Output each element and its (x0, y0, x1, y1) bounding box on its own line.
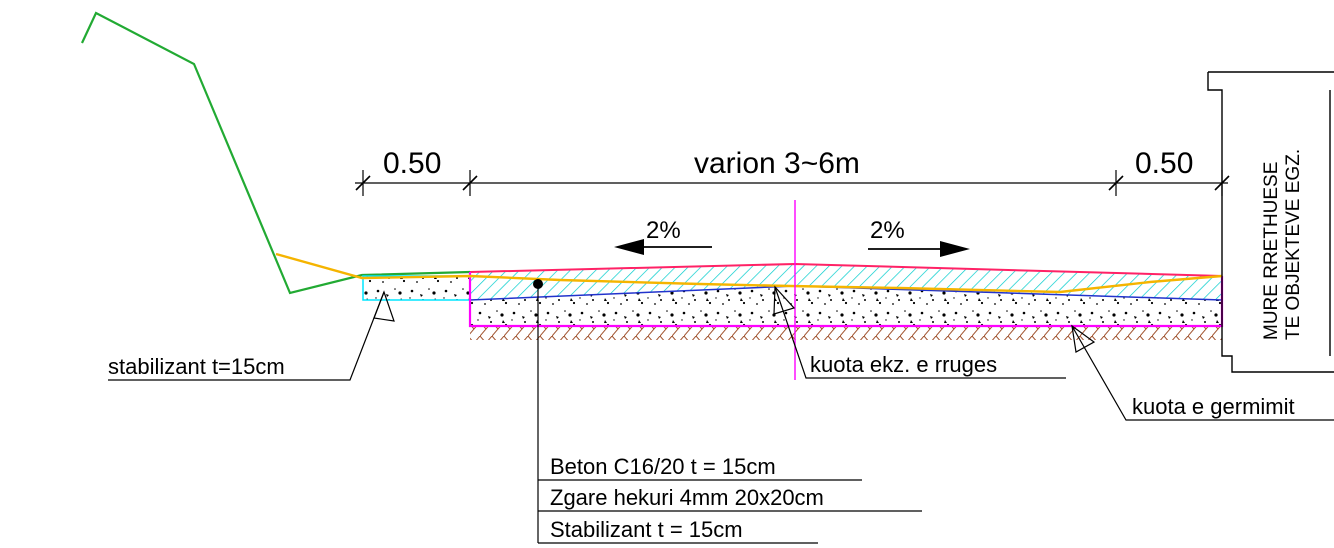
existing-level-leader (773, 285, 1066, 379)
stabilizer-leader (108, 290, 395, 381)
stabilizer-label: stabilizant t=15cm (108, 354, 285, 379)
excavation-level-label: kuota e germimit (1132, 394, 1295, 419)
slope-left-arrow (614, 239, 712, 255)
soil-hatch (470, 326, 1222, 340)
dim-right-shoulder: 0.50 (1135, 147, 1193, 180)
layer-stabilizer: Stabilizant t = 15cm (550, 517, 743, 542)
wall-label-line1: MURE RRETHUESE (1261, 162, 1282, 340)
layer-callout (533, 279, 922, 544)
slope-right-label: 2% (870, 217, 905, 244)
slope-right-arrow (868, 241, 970, 257)
layer-concrete: Beton C16/20 t = 15cm (550, 454, 776, 479)
terrain-line (81, 11, 471, 295)
existing-wall (1207, 71, 1334, 373)
layer-rebar-mesh: Zgare hekuri 4mm 20x20cm (550, 485, 824, 510)
shoulder-stabilizer-block (362, 275, 471, 301)
existing-level-label: kuota ekz. e rruges (810, 352, 997, 377)
dim-carriageway: varion 3~6m (694, 147, 860, 180)
slope-left-label: 2% (646, 217, 681, 244)
existing-road-line (275, 252, 1223, 294)
stabilizer-layer (470, 286, 1222, 326)
dim-left-shoulder: 0.50 (383, 147, 441, 180)
excavation-level-leader (1071, 324, 1334, 421)
wall-label-line2: TE OBJEKTEVE EGZ. (1283, 149, 1304, 340)
